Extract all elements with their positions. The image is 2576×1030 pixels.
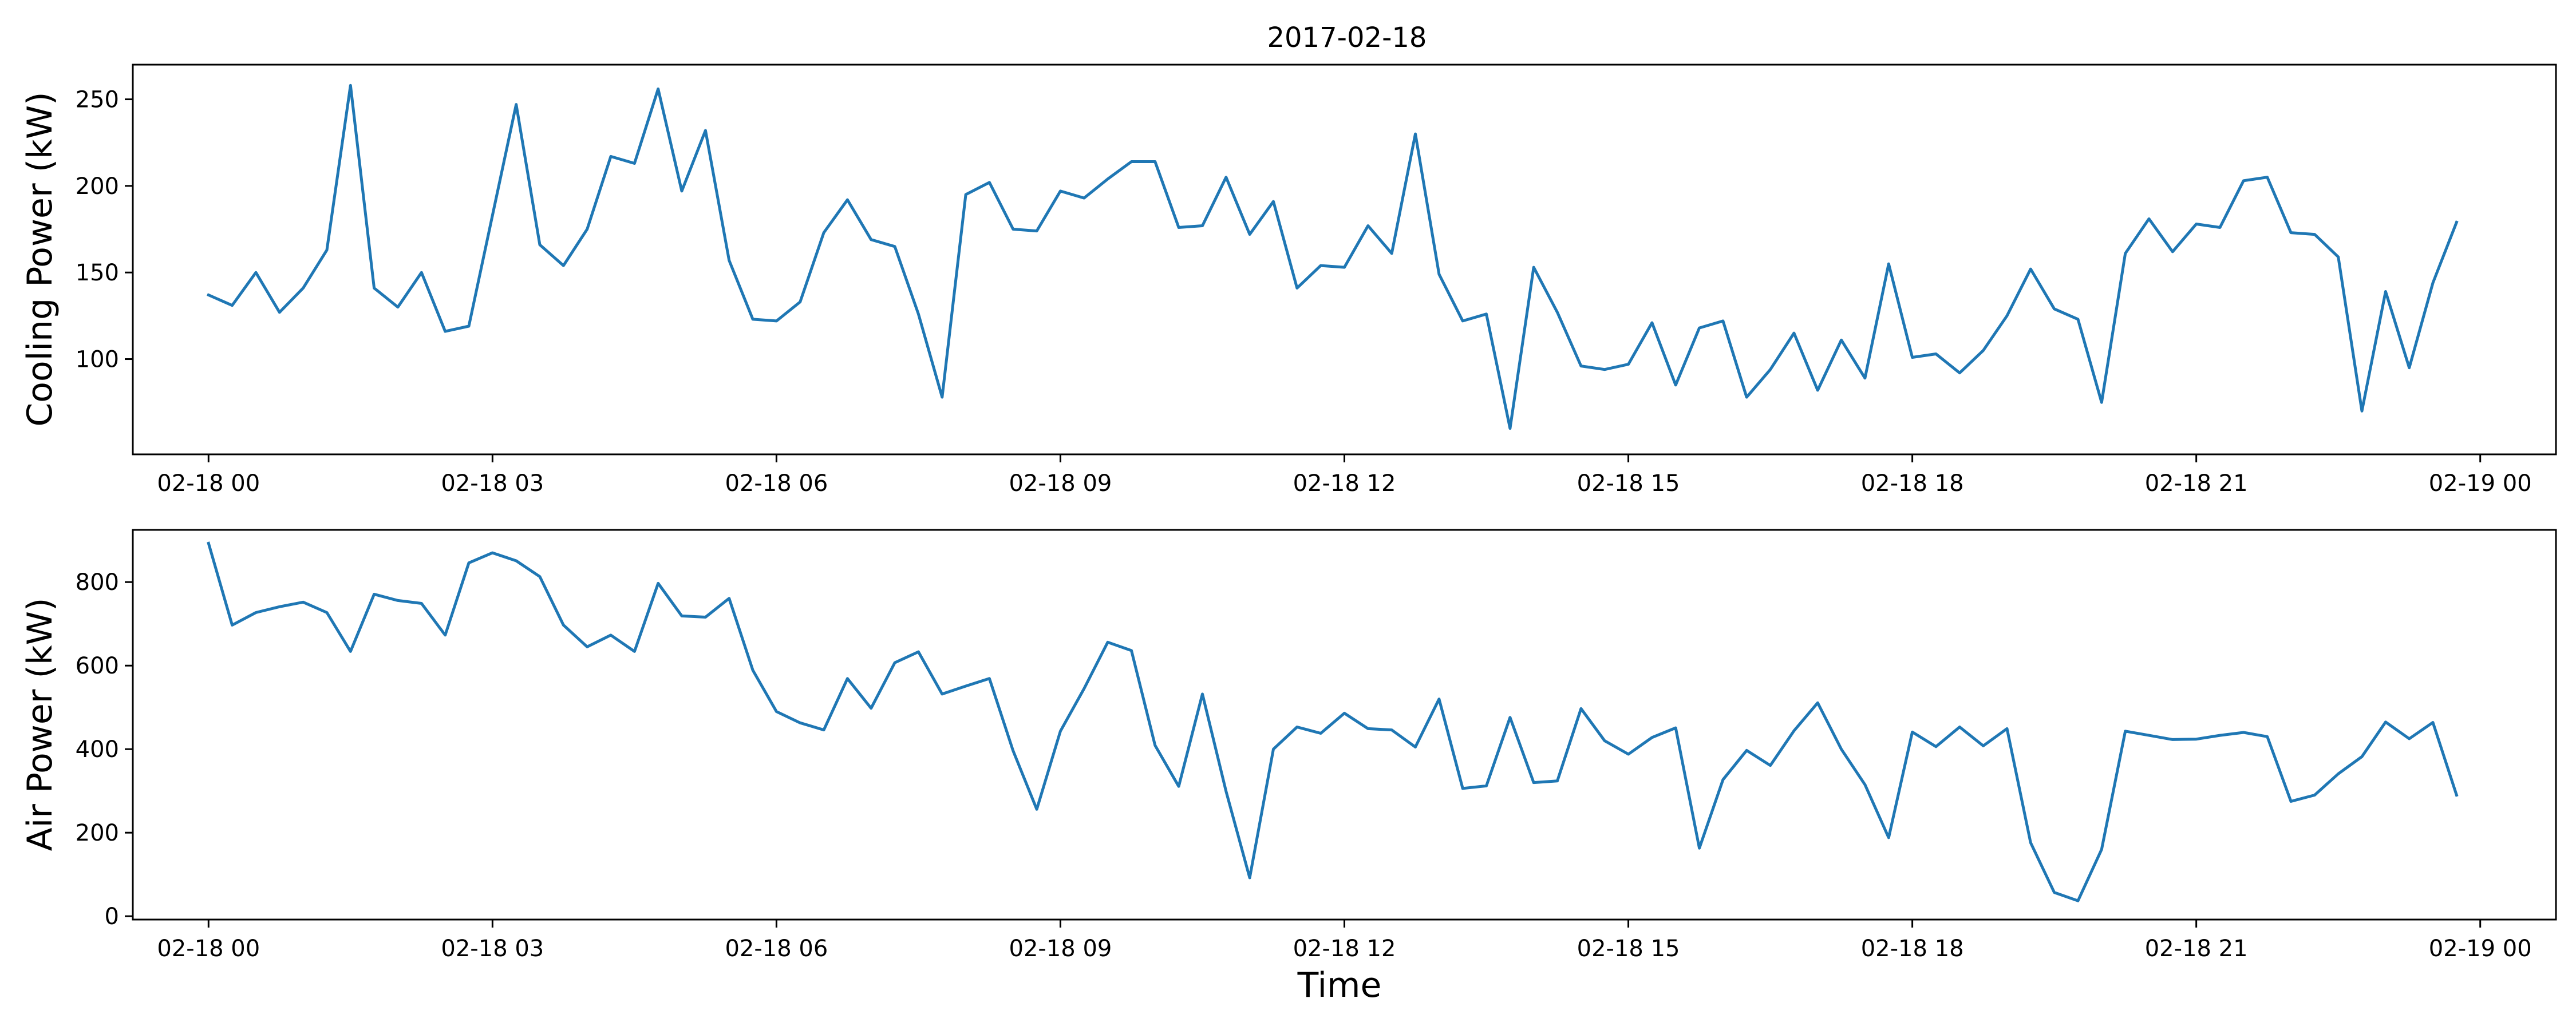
x-tick-label: 02-18 21 (2145, 936, 2248, 962)
x-tick-label: 02-18 15 (1577, 470, 1680, 497)
x-tick-label: 02-18 00 (157, 936, 260, 962)
cooling-power-y-ticks: 100 150 200 250 (76, 87, 133, 373)
cooling-power-plot: 02-18 00 02-18 03 02-18 06 02-18 09 02-18 12… (20, 64, 2557, 497)
x-tick-label: 02-18 09 (1009, 936, 1112, 962)
y-tick-label: 150 (76, 260, 119, 286)
x-axis-label: Time (1297, 965, 1382, 1005)
y-tick-label: 200 (76, 820, 119, 846)
x-tick-label: 02-18 03 (441, 936, 544, 962)
y-tick-label: 400 (76, 736, 119, 763)
air-power-series-line (207, 541, 2459, 902)
x-tick-label: 02-18 12 (1293, 936, 1396, 962)
x-tick-label: 02-18 12 (1293, 470, 1396, 497)
y-tick-label: 800 (76, 569, 119, 596)
air-power-y-ticks: 0 200 400 600 800 (76, 569, 133, 930)
y-tick-label: 100 (76, 347, 119, 373)
y-tick-label: 200 (76, 173, 119, 200)
x-tick-label: 02-18 21 (2145, 470, 2248, 497)
x-tick-label: 02-18 18 (1861, 936, 1964, 962)
cooling-power-y-axis-label: Cooling Power (kW) (20, 92, 60, 426)
x-tick-label: 02-18 15 (1577, 936, 1680, 962)
cooling-power-x-ticks: 02-18 00 02-18 03 02-18 06 02-18 09 02-18 12… (157, 454, 2532, 497)
x-tick-label: 02-19 00 (2429, 936, 2532, 962)
y-tick-label: 0 (105, 904, 119, 930)
figure-title: 2017-02-18 (1267, 22, 1427, 54)
x-tick-label: 02-18 03 (441, 470, 544, 497)
x-tick-label: 02-18 00 (157, 470, 260, 497)
cooling-power-axes-frame (132, 64, 2557, 455)
air-power-axes-frame (132, 529, 2557, 921)
x-tick-label: 02-18 09 (1009, 470, 1112, 497)
air-power-x-ticks: 02-18 00 02-18 03 02-18 06 02-18 09 02-18 12… (157, 920, 2532, 962)
air-power-plot: 02-18 00 02-18 03 02-18 06 02-18 09 02-18 12… (20, 529, 2557, 962)
x-tick-label: 02-19 00 (2429, 470, 2532, 497)
x-tick-label: 02-18 18 (1861, 470, 1964, 497)
y-tick-label: 250 (76, 87, 119, 113)
x-tick-label: 02-18 06 (725, 936, 828, 962)
air-power-y-axis-label: Air Power (kW) (20, 598, 60, 851)
x-tick-label: 02-18 06 (725, 470, 828, 497)
cooling-power-series-line (207, 84, 2459, 430)
y-tick-label: 600 (76, 653, 119, 679)
